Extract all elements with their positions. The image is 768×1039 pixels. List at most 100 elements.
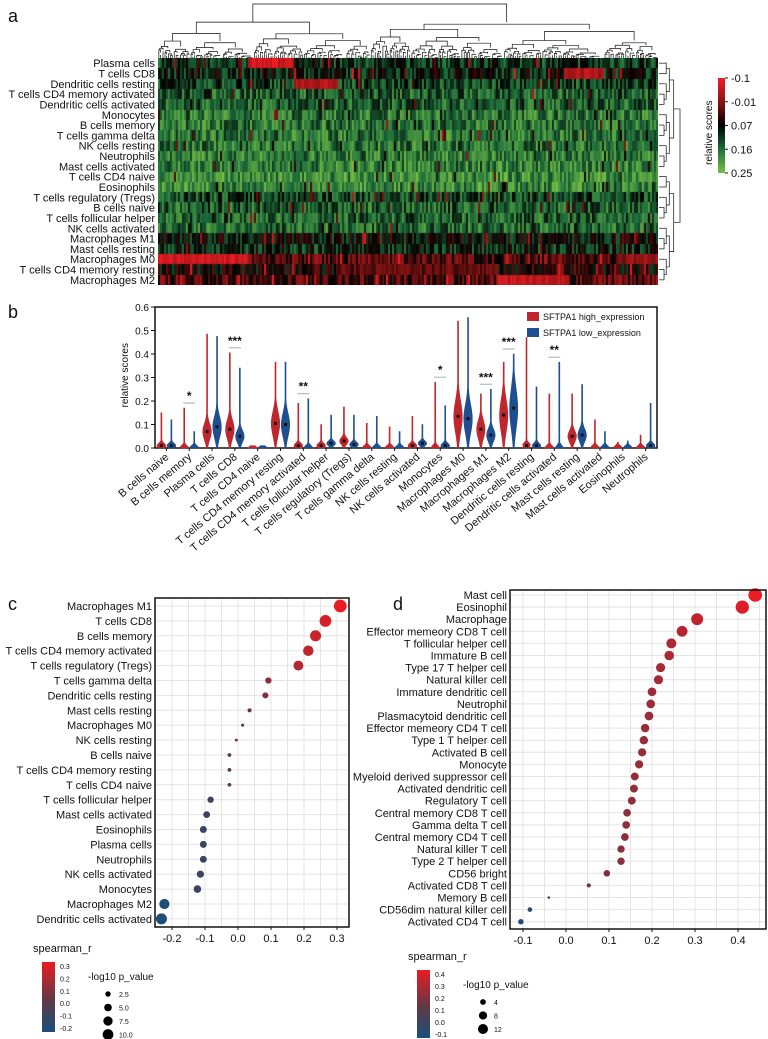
dendrogram-branch bbox=[461, 49, 466, 53]
violin-high bbox=[522, 337, 531, 449]
row-label: Plasma cells bbox=[90, 839, 152, 851]
dendrogram-branch bbox=[328, 51, 332, 54]
dendrogram-branch bbox=[307, 50, 315, 54]
dendrogram-branch bbox=[275, 33, 344, 39]
dendrogram-branch bbox=[394, 42, 406, 46]
row-label: Gamma delta T cell bbox=[412, 820, 507, 832]
heatmap-cells bbox=[158, 58, 658, 285]
violin-high bbox=[293, 403, 303, 449]
y-tick-label: 0.1 bbox=[135, 421, 149, 432]
correlation-dot bbox=[527, 907, 533, 912]
violin-median bbox=[502, 413, 506, 417]
row-label: CD56dim natural killer cell bbox=[379, 905, 507, 917]
correlation-dot bbox=[547, 896, 551, 899]
heatmap-row-label: Dendritic cells resting bbox=[50, 79, 155, 91]
colorbar-tick-label: 0.0 bbox=[435, 1020, 445, 1027]
violin-median bbox=[329, 441, 333, 445]
violin-low bbox=[440, 405, 450, 449]
correlation-dot bbox=[653, 675, 664, 685]
violin-low bbox=[486, 388, 496, 449]
violin-median bbox=[342, 439, 346, 443]
correlation-dot bbox=[691, 613, 704, 626]
correlation-dot bbox=[227, 782, 232, 787]
legend-label: SFTPA1 low_expression bbox=[543, 328, 641, 338]
correlation-dot bbox=[303, 645, 314, 656]
row-label: Eosinophils bbox=[96, 825, 153, 837]
dendrogram-branch bbox=[264, 51, 267, 54]
y-tick-label: 0.6 bbox=[135, 303, 149, 314]
dendrogram-branch bbox=[571, 55, 575, 57]
row-label: B cells memory bbox=[77, 631, 153, 643]
heatmap-row-label: B cells memory bbox=[80, 120, 156, 132]
correlation-dot bbox=[748, 588, 763, 602]
correlation-dot bbox=[247, 708, 252, 713]
dendrogram-branch bbox=[621, 53, 625, 56]
dendrogram-branch bbox=[536, 53, 540, 56]
dendrogram-branch bbox=[513, 52, 516, 55]
dendrogram-branch bbox=[516, 53, 521, 56]
violin-high bbox=[590, 419, 600, 449]
dendrogram-branch bbox=[428, 49, 436, 52]
heatmap-row-label: Mast cells activated bbox=[59, 161, 155, 173]
violin-median bbox=[535, 444, 538, 448]
dendrogram-branch bbox=[604, 53, 608, 56]
violin-high bbox=[635, 434, 646, 449]
panel-label-c: c bbox=[8, 594, 17, 614]
row-label: Macrophage bbox=[446, 614, 507, 626]
size-legend-title: -log10 p_value bbox=[88, 972, 154, 983]
dendrogram-branch bbox=[316, 45, 335, 49]
correlation-dot bbox=[207, 796, 214, 803]
colorbar-tick-label: 0.1 bbox=[435, 1008, 445, 1015]
correlation-dot bbox=[666, 638, 677, 649]
dendrogram-branch bbox=[252, 3, 507, 23]
dendrogram-branch bbox=[554, 53, 558, 55]
heatmap-row-label: Macrophages M2 bbox=[70, 275, 155, 287]
dendrogram-branch bbox=[542, 51, 547, 53]
correlation-dot bbox=[319, 615, 332, 627]
row-label: Neutrophils bbox=[96, 854, 152, 866]
correlation-dot bbox=[234, 738, 238, 742]
violin-median bbox=[489, 433, 493, 437]
dendrogram-branch bbox=[164, 52, 167, 55]
dendrogram-branch bbox=[504, 51, 508, 54]
dendrogram-branch bbox=[669, 79, 675, 139]
dendrogram-branch bbox=[317, 52, 322, 55]
dendrogram-branch bbox=[529, 55, 534, 57]
dendrogram-branch bbox=[621, 42, 647, 46]
heatmap-row-label: T cells CD4 memory activated bbox=[8, 89, 155, 101]
violin-median bbox=[443, 444, 447, 448]
heatmap-row-label: B cells naive bbox=[93, 203, 155, 215]
dendrogram-branch bbox=[175, 48, 186, 52]
violin-high bbox=[179, 407, 190, 449]
y-tick-label: 0.3 bbox=[135, 374, 149, 385]
dendrogram-branch bbox=[544, 54, 548, 56]
correlation-dot bbox=[630, 772, 639, 781]
violin-low bbox=[257, 445, 268, 449]
correlation-dot bbox=[639, 735, 649, 745]
dendrogram-branch bbox=[514, 51, 519, 54]
dendrogram-branch bbox=[222, 54, 226, 56]
dendrogram-branch bbox=[323, 55, 327, 57]
row-label: Type 1 T helper cell bbox=[411, 735, 507, 747]
dendrogram-branch bbox=[629, 52, 634, 54]
dendrogram-branch bbox=[605, 51, 610, 55]
x-tick-label: -0.1 bbox=[196, 933, 215, 945]
correlation-dot bbox=[629, 784, 638, 793]
dendrogram-branch bbox=[366, 54, 370, 56]
legend-label: SFTPA1 high_expression bbox=[543, 312, 644, 322]
row-label: B cells naive bbox=[90, 750, 152, 762]
correlation-dot bbox=[647, 687, 657, 697]
row-label: Immature B cell bbox=[431, 651, 507, 663]
violin-high bbox=[453, 320, 463, 449]
violin-high bbox=[156, 412, 167, 449]
size-legend-dot bbox=[105, 991, 111, 997]
dendrogram-branch bbox=[579, 52, 596, 55]
violin-high bbox=[339, 406, 349, 449]
heatmap-row-label: T cells CD4 naive bbox=[69, 172, 155, 184]
dendrogram-branch bbox=[636, 52, 639, 54]
correlation-dot bbox=[646, 699, 656, 709]
row-label: Central memory CD8 T cell bbox=[375, 808, 507, 820]
dendrogram-branch bbox=[384, 50, 389, 54]
dendrogram-branch bbox=[333, 55, 337, 57]
dendrogram-branch bbox=[336, 54, 343, 56]
